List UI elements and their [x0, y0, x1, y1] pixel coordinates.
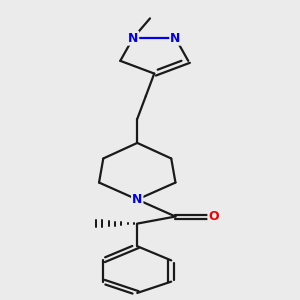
- Text: O: O: [208, 210, 219, 223]
- Text: N: N: [128, 32, 138, 45]
- Text: N: N: [170, 32, 181, 45]
- Text: N: N: [132, 193, 142, 206]
